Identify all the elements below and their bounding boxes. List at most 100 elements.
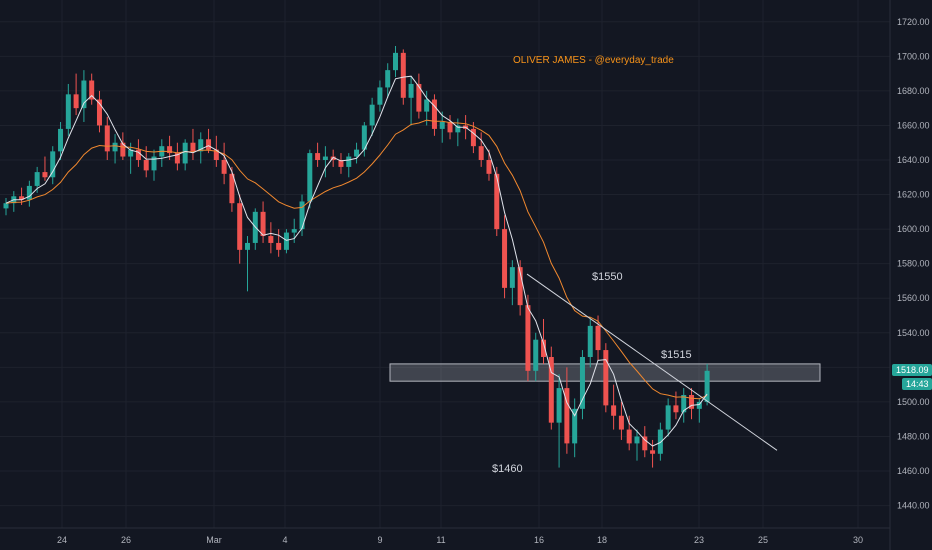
candle: [229, 166, 235, 212]
fast-moving-average-line: [5, 75, 708, 447]
candle-body: [190, 142, 196, 152]
y-tick-label: 1640.00: [897, 155, 930, 165]
candle-body: [244, 242, 250, 250]
x-tick-label: 25: [758, 535, 768, 545]
candle-body: [455, 125, 461, 133]
y-tick-label: 1600.00: [897, 224, 930, 234]
watermark-text: OLIVER JAMES - @everyday_trade: [513, 55, 674, 66]
y-tick-label: 1660.00: [897, 120, 930, 130]
candle-body: [73, 94, 79, 109]
candle-body: [276, 242, 282, 250]
candle-body: [494, 173, 500, 230]
candle-body: [135, 149, 141, 160]
y-tick-label: 1560.00: [897, 293, 930, 303]
candle-body: [143, 160, 149, 171]
candle: [579, 350, 585, 420]
candle-body: [642, 436, 648, 451]
candle-body: [657, 429, 663, 454]
candle-body: [665, 405, 671, 430]
y-axis[interactable]: 1440.001460.001480.001500.001520.001540.…: [897, 17, 930, 511]
candle-body: [556, 388, 562, 423]
candle-body: [424, 99, 430, 112]
candle-body: [385, 70, 391, 88]
candle-body: [486, 160, 492, 174]
candle-body: [268, 236, 274, 243]
x-axis[interactable]: 24 26 Mar 4 9 11 16 18 23 25 30: [57, 535, 863, 545]
slow-moving-average-line: [5, 119, 708, 400]
candle: [65, 83, 71, 136]
candle: [128, 142, 134, 174]
candle-body: [564, 388, 570, 444]
candle: [276, 229, 282, 257]
last-price-badge: 1518.09: [892, 364, 932, 376]
candle-body: [330, 156, 336, 160]
y-tick-label: 1720.00: [897, 17, 930, 27]
candle-body: [26, 185, 32, 200]
candle-body: [509, 267, 515, 288]
candle-body: [689, 395, 695, 409]
candle: [151, 149, 157, 181]
candle: [112, 134, 118, 164]
candle-body: [34, 172, 40, 186]
candle-body: [595, 325, 601, 351]
candle: [657, 422, 663, 461]
candle-body: [478, 146, 484, 160]
candle: [665, 398, 671, 437]
candle: [439, 111, 445, 143]
candle-body: [548, 356, 554, 423]
candle-body: [533, 339, 539, 371]
candle-body: [579, 356, 585, 409]
candle: [237, 194, 243, 264]
y-tick-label: 1680.00: [897, 86, 930, 96]
candle-body: [502, 229, 508, 288]
candle-body: [696, 401, 702, 409]
candle: [618, 401, 624, 440]
candle: [338, 153, 344, 174]
candle-body: [221, 160, 227, 174]
candle: [572, 398, 578, 458]
candle: [81, 70, 87, 122]
candle-body: [42, 172, 48, 178]
candle-body: [112, 142, 118, 152]
candle-body: [58, 128, 64, 152]
candle-body: [167, 146, 173, 154]
candle: [73, 73, 79, 116]
candle-body: [447, 121, 453, 133]
candle: [42, 156, 48, 181]
candle-body: [213, 149, 219, 160]
candle-body: [206, 139, 212, 150]
candle-body: [470, 128, 476, 147]
candle-body: [673, 405, 679, 413]
x-tick-label: 16: [534, 535, 544, 545]
candle: [431, 94, 437, 136]
candle: [673, 391, 679, 420]
candle-body: [120, 142, 126, 157]
annotation-1550: $1550: [592, 271, 623, 283]
candle: [135, 139, 141, 167]
candle-body: [182, 142, 188, 164]
candle: [50, 146, 56, 185]
candle: [299, 194, 305, 237]
countdown-text: 14:43: [906, 379, 929, 389]
candle: [190, 128, 196, 160]
y-tick-label: 1480.00: [897, 431, 930, 441]
candle: [486, 149, 492, 181]
candle-body: [408, 83, 414, 98]
candle: [206, 128, 212, 154]
candle-body: [377, 87, 383, 105]
candle-body: [81, 80, 87, 109]
candle: [182, 139, 188, 171]
candle: [556, 374, 562, 468]
candle: [89, 73, 95, 105]
candle: [377, 80, 383, 112]
candle: [424, 90, 430, 126]
candle: [198, 132, 204, 164]
candle-body: [400, 52, 406, 98]
candle: [478, 132, 484, 167]
candle: [330, 149, 336, 167]
trendline: [526, 273, 778, 451]
candle: [393, 45, 398, 78]
candle-body: [541, 339, 547, 357]
candle: [502, 215, 508, 299]
